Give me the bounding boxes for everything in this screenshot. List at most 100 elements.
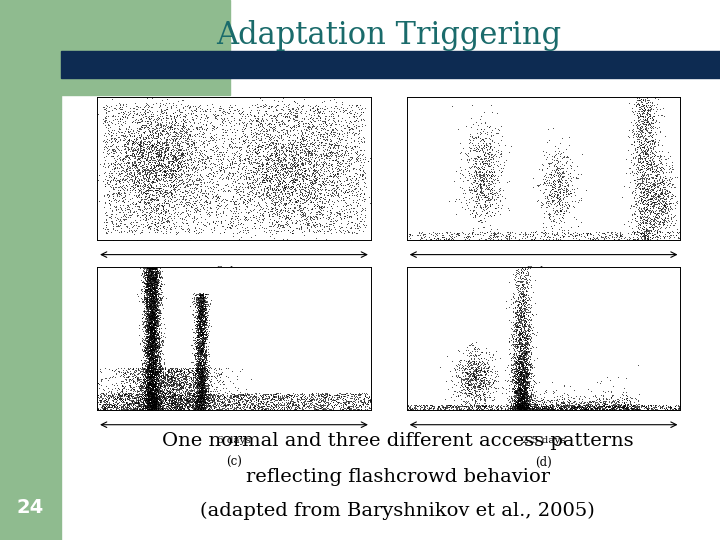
Point: [517, 403, 528, 411]
Point: [516, 402, 528, 411]
Point: [463, 373, 474, 381]
Point: [524, 363, 536, 372]
Point: [219, 225, 230, 233]
Point: [147, 403, 158, 412]
Point: [155, 287, 166, 296]
Point: [113, 160, 125, 168]
Point: [289, 406, 300, 415]
Point: [514, 336, 526, 345]
Point: [647, 404, 658, 413]
Point: [516, 360, 527, 369]
Point: [284, 123, 295, 132]
Point: [161, 402, 173, 411]
Point: [287, 187, 299, 195]
Point: [141, 365, 153, 374]
Point: [182, 404, 194, 413]
Point: [505, 380, 517, 389]
Point: [460, 363, 472, 372]
Point: [521, 363, 532, 372]
Point: [199, 404, 211, 413]
Point: [510, 384, 522, 393]
Point: [145, 276, 157, 285]
Point: [654, 403, 666, 412]
Point: [128, 393, 140, 402]
Point: [297, 179, 309, 187]
Point: [110, 202, 122, 211]
Point: [197, 388, 208, 397]
Point: [598, 397, 609, 406]
Point: [666, 403, 678, 412]
Point: [233, 154, 245, 163]
Point: [155, 149, 166, 158]
Point: [482, 196, 493, 205]
Point: [285, 172, 297, 181]
Point: [547, 405, 559, 414]
Point: [141, 303, 153, 312]
Point: [157, 161, 168, 170]
Point: [150, 289, 161, 298]
Point: [215, 166, 226, 175]
Point: [150, 370, 161, 379]
Point: [513, 360, 524, 368]
Point: [267, 164, 279, 173]
Point: [469, 146, 480, 154]
Point: [138, 347, 149, 356]
Point: [197, 401, 208, 409]
Point: [197, 382, 208, 391]
Point: [231, 390, 243, 399]
Point: [200, 333, 212, 342]
Point: [519, 273, 531, 282]
Point: [518, 291, 530, 299]
Point: [135, 229, 146, 238]
Point: [631, 137, 642, 146]
Point: [510, 406, 522, 414]
Point: [150, 371, 162, 380]
Point: [192, 294, 204, 302]
Point: [225, 173, 237, 182]
Point: [143, 276, 154, 285]
Point: [310, 166, 322, 175]
Point: [302, 199, 314, 208]
Point: [147, 279, 158, 288]
Point: [218, 393, 230, 402]
Point: [188, 188, 199, 197]
Point: [256, 194, 268, 203]
Point: [148, 400, 160, 409]
Point: [210, 383, 222, 391]
Point: [148, 162, 159, 171]
Point: [169, 389, 181, 398]
Point: [140, 269, 152, 278]
Point: [145, 338, 156, 346]
Point: [460, 369, 472, 377]
Point: [519, 402, 531, 410]
Point: [174, 110, 186, 118]
Point: [464, 139, 475, 147]
Point: [155, 382, 166, 391]
Point: [468, 383, 480, 392]
Point: [166, 131, 178, 140]
Point: [147, 395, 158, 403]
Point: [196, 324, 207, 333]
Point: [196, 343, 207, 352]
Point: [423, 232, 434, 241]
Point: [150, 118, 162, 126]
Point: [148, 287, 160, 296]
Point: [646, 168, 657, 177]
Point: [299, 164, 310, 172]
Point: [342, 402, 354, 411]
Point: [127, 145, 139, 153]
Point: [169, 183, 181, 192]
Point: [256, 114, 268, 123]
Point: [143, 381, 155, 389]
Point: [441, 234, 452, 243]
Point: [544, 396, 555, 405]
Point: [145, 326, 157, 335]
Point: [644, 131, 656, 140]
Point: [472, 181, 484, 190]
Point: [161, 188, 173, 197]
Point: [521, 357, 532, 366]
Point: [228, 395, 239, 403]
Point: [201, 365, 212, 374]
Point: [140, 386, 152, 395]
Point: [634, 140, 645, 149]
